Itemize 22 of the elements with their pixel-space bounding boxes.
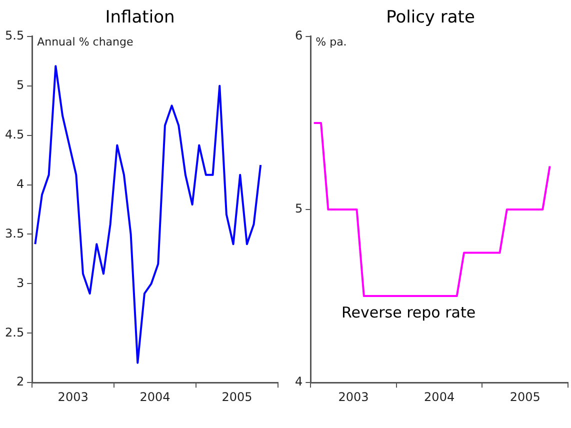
y-tick-label: 2.5: [4, 325, 24, 340]
y-tick-label: 6: [294, 28, 303, 43]
y-tick-label: 4.5: [4, 127, 24, 142]
x-tick-label: 2004: [140, 390, 170, 404]
y-tick-label: 3: [16, 276, 24, 290]
y-tick-label: 5.5: [4, 28, 24, 43]
y-tick-label: 5: [16, 78, 24, 92]
x-tick-label: 2003: [58, 390, 88, 404]
chart-title: Policy rate: [386, 8, 475, 28]
x-tick-label: 2005: [510, 390, 540, 404]
y-tick-label: 5: [294, 202, 303, 216]
x-tick-label: 2004: [424, 390, 455, 404]
chart-title: Inflation: [105, 8, 175, 28]
x-tick-label: 2005: [222, 390, 252, 404]
y-axis-title: Annual % change: [37, 35, 134, 48]
series-label: Reverse repo rate: [342, 303, 476, 322]
x-tick-label: 2003: [338, 390, 369, 404]
y-tick-label: 2: [16, 374, 24, 389]
y-tick-label: 3.5: [4, 226, 24, 240]
y-tick-label: 4: [16, 176, 24, 191]
y-axis-title: % pa.: [316, 35, 347, 48]
y-tick-label: 4: [294, 374, 303, 389]
